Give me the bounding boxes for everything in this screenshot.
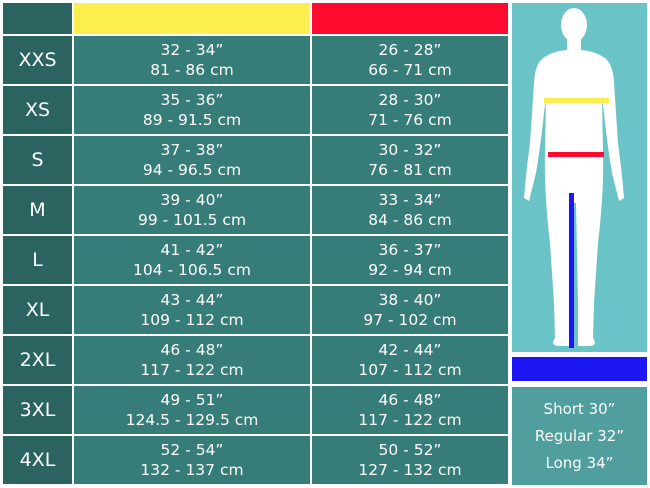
size-label: XS <box>3 86 72 134</box>
chest-header <box>74 3 310 34</box>
waist-inches: 36 - 37” <box>378 241 442 259</box>
waist-inches: 33 - 34” <box>378 191 442 209</box>
chest-inches: 39 - 40” <box>160 191 224 209</box>
body-figure-panel <box>512 3 647 352</box>
inseam-header <box>512 357 647 381</box>
chest-cell: 41 - 42” 104 - 106.5 cm <box>74 236 310 284</box>
size-label: XL <box>3 286 72 334</box>
chest-cell: 35 - 36” 89 - 91.5 cm <box>74 86 310 134</box>
inseam-long: Long 34” <box>545 454 614 472</box>
chest-inches: 41 - 42” <box>160 241 224 259</box>
waist-cell: 30 - 32” 76 - 81 cm <box>312 136 508 184</box>
chest-cm: 89 - 91.5 cm <box>142 111 242 129</box>
waist-header <box>312 3 508 34</box>
chest-cm: 81 - 86 cm <box>150 61 234 79</box>
inseam-short: Short 30” <box>543 400 616 418</box>
chest-cm: 124.5 - 129.5 cm <box>125 411 259 429</box>
waist-inches: 50 - 52” <box>378 441 442 459</box>
inseam-panel: Short 30” Regular 32” Long 34” <box>512 387 647 485</box>
waist-cm: 66 - 71 cm <box>368 61 452 79</box>
waist-cell: 26 - 28” 66 - 71 cm <box>312 36 508 84</box>
waist-cell: 46 - 48” 117 - 122 cm <box>312 386 508 434</box>
waist-inches: 42 - 44” <box>378 341 442 359</box>
chest-inches: 32 - 34” <box>160 41 224 59</box>
waist-line <box>548 152 604 157</box>
waist-cell: 33 - 34” 84 - 86 cm <box>312 186 508 234</box>
chest-line <box>544 98 609 103</box>
chest-cm: 109 - 112 cm <box>140 311 244 329</box>
size-label: S <box>3 136 72 184</box>
size-label: XXS <box>3 36 72 84</box>
size-label: 2XL <box>3 336 72 384</box>
inseam-regular: Regular 32” <box>534 427 625 445</box>
inseam-line <box>569 193 574 348</box>
chest-cm: 99 - 101.5 cm <box>137 211 247 229</box>
chest-cell: 49 - 51” 124.5 - 129.5 cm <box>74 386 310 434</box>
waist-cell: 28 - 30” 71 - 76 cm <box>312 86 508 134</box>
waist-cm: 127 - 132 cm <box>358 461 462 479</box>
size-label: 4XL <box>3 436 72 484</box>
chest-cm: 117 - 122 cm <box>140 361 244 379</box>
chest-cell: 37 - 38” 94 - 96.5 cm <box>74 136 310 184</box>
waist-cm: 76 - 81 cm <box>368 161 452 179</box>
waist-cm: 84 - 86 cm <box>368 211 452 229</box>
chest-inches: 49 - 51” <box>160 391 224 409</box>
header-blank <box>3 3 72 34</box>
waist-cm: 117 - 122 cm <box>358 411 462 429</box>
chest-cell: 52 - 54” 132 - 137 cm <box>74 436 310 484</box>
chest-cm: 132 - 137 cm <box>140 461 244 479</box>
chest-cell: 43 - 44” 109 - 112 cm <box>74 286 310 334</box>
waist-cell: 38 - 40” 97 - 102 cm <box>312 286 508 334</box>
chest-inches: 52 - 54” <box>160 441 224 459</box>
chest-cm: 104 - 106.5 cm <box>133 261 251 279</box>
waist-cm: 71 - 76 cm <box>368 111 452 129</box>
waist-cell: 42 - 44” 107 - 112 cm <box>312 336 508 384</box>
chest-inches: 35 - 36” <box>160 91 224 109</box>
waist-cell: 36 - 37” 92 - 94 cm <box>312 236 508 284</box>
waist-cell: 50 - 52” 127 - 132 cm <box>312 436 508 484</box>
size-label: L <box>3 236 72 284</box>
chest-inches: 43 - 44” <box>160 291 224 309</box>
waist-cm: 107 - 112 cm <box>358 361 462 379</box>
waist-inches: 38 - 40” <box>378 291 442 309</box>
chest-cell: 46 - 48” 117 - 122 cm <box>74 336 310 384</box>
chest-inches: 46 - 48” <box>160 341 224 359</box>
size-label: 3XL <box>3 386 72 434</box>
waist-inches: 26 - 28” <box>378 41 442 59</box>
waist-cm: 97 - 102 cm <box>363 311 457 329</box>
chest-inches: 37 - 38” <box>160 141 224 159</box>
waist-inches: 30 - 32” <box>378 141 442 159</box>
human-body-silhouette-icon <box>524 8 624 348</box>
chest-cell: 32 - 34” 81 - 86 cm <box>74 36 310 84</box>
waist-inches: 28 - 30” <box>378 91 442 109</box>
chest-cell: 39 - 40” 99 - 101.5 cm <box>74 186 310 234</box>
chest-cm: 94 - 96.5 cm <box>142 161 242 179</box>
waist-cm: 92 - 94 cm <box>368 261 452 279</box>
waist-inches: 46 - 48” <box>378 391 442 409</box>
size-label: M <box>3 186 72 234</box>
